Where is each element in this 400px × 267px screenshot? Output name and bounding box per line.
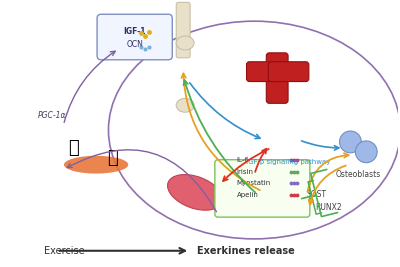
Text: Apelin: Apelin xyxy=(237,192,258,198)
Text: 🏃: 🏃 xyxy=(108,149,118,167)
Ellipse shape xyxy=(176,98,194,112)
Text: TGF β signaling pathway: TGF β signaling pathway xyxy=(244,159,330,165)
FancyBboxPatch shape xyxy=(268,62,309,81)
Text: RUNX2: RUNX2 xyxy=(315,203,342,212)
Text: 🏋: 🏋 xyxy=(68,139,79,157)
Text: IL-6: IL-6 xyxy=(237,157,249,163)
FancyArrowPatch shape xyxy=(181,73,260,190)
FancyBboxPatch shape xyxy=(97,14,172,60)
Ellipse shape xyxy=(168,175,222,210)
Text: Myostatin: Myostatin xyxy=(237,180,271,186)
FancyBboxPatch shape xyxy=(215,160,310,217)
FancyArrowPatch shape xyxy=(184,80,255,193)
FancyArrowPatch shape xyxy=(223,149,269,181)
Ellipse shape xyxy=(176,36,194,50)
FancyArrowPatch shape xyxy=(67,150,216,212)
FancyArrowPatch shape xyxy=(308,180,322,214)
FancyArrowPatch shape xyxy=(308,153,348,192)
FancyBboxPatch shape xyxy=(176,2,190,58)
Ellipse shape xyxy=(340,131,361,153)
FancyBboxPatch shape xyxy=(246,62,282,81)
Text: Exerkines release: Exerkines release xyxy=(197,246,295,256)
Text: IGF-1: IGF-1 xyxy=(124,27,146,36)
FancyArrowPatch shape xyxy=(64,51,115,122)
FancyArrowPatch shape xyxy=(309,166,346,205)
FancyArrowPatch shape xyxy=(190,83,260,139)
Ellipse shape xyxy=(355,141,377,163)
Text: PGC-1α: PGC-1α xyxy=(37,111,66,120)
Text: Osteoblasts: Osteoblasts xyxy=(336,170,381,179)
FancyArrowPatch shape xyxy=(302,170,338,217)
Text: SOST: SOST xyxy=(307,190,327,199)
FancyArrowPatch shape xyxy=(255,149,266,172)
Text: Exercise: Exercise xyxy=(44,246,84,256)
Text: Irisin: Irisin xyxy=(237,168,254,175)
Text: OCN: OCN xyxy=(126,40,143,49)
FancyArrowPatch shape xyxy=(302,141,339,150)
Ellipse shape xyxy=(64,156,128,174)
FancyBboxPatch shape xyxy=(266,53,288,103)
